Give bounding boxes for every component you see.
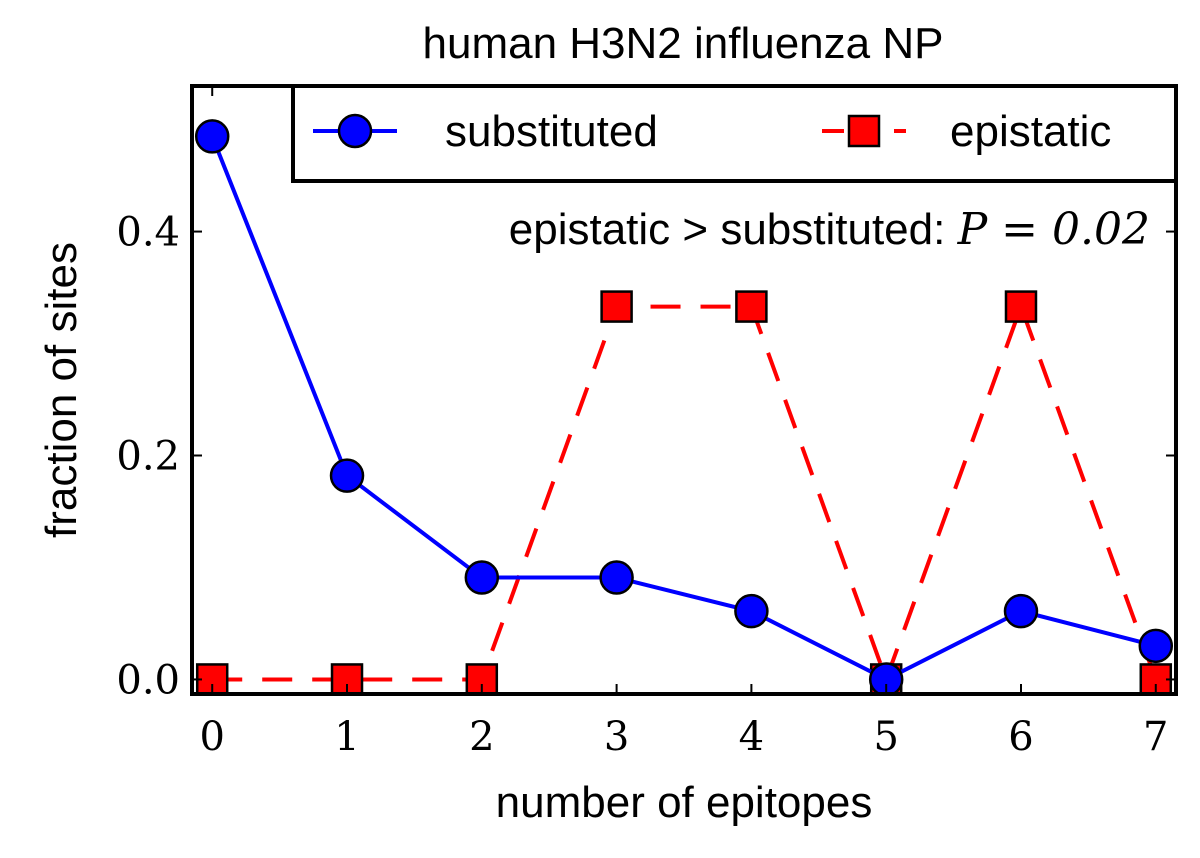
data-point-epistatic bbox=[1006, 292, 1036, 322]
data-point-epistatic bbox=[736, 292, 766, 322]
legend-marker bbox=[339, 115, 371, 147]
data-point-substituted bbox=[1140, 630, 1172, 662]
legend-marker bbox=[849, 116, 879, 146]
data-point-substituted bbox=[1005, 595, 1037, 627]
x-tick-label: 6 bbox=[1008, 714, 1033, 760]
series-epistatic bbox=[197, 292, 1171, 695]
legend-label: substituted bbox=[445, 107, 658, 156]
x-tick-label: 7 bbox=[1143, 714, 1168, 760]
data-point-substituted bbox=[331, 460, 363, 492]
annotation-p-value: P = 0.02 bbox=[957, 204, 1150, 255]
annotation-text: epistatic > substituted: bbox=[509, 205, 958, 254]
annotation-significance: epistatic > substituted: P = 0.02 bbox=[509, 204, 1150, 255]
y-axis-label: fraction of sites bbox=[37, 242, 86, 538]
x-tick-label: 2 bbox=[469, 714, 494, 760]
data-point-epistatic bbox=[602, 292, 632, 322]
data-point-substituted bbox=[466, 562, 498, 594]
y-tick-label: 0.2 bbox=[116, 434, 180, 480]
y-tick-label: 0.4 bbox=[116, 210, 180, 256]
legend: substituted epistatic bbox=[293, 86, 1176, 181]
x-tick-label: 4 bbox=[739, 714, 764, 760]
x-tick-label: 3 bbox=[604, 714, 629, 760]
data-point-substituted bbox=[196, 120, 228, 152]
x-tick-label: 0 bbox=[199, 714, 224, 760]
chart-title: human H3N2 influenza NP bbox=[423, 19, 944, 68]
data-point-substituted bbox=[735, 595, 767, 627]
x-tick-label: 5 bbox=[873, 714, 898, 760]
axis-ticks: 0 1 2 3 4 5 6 7 0.0 0.2 0.4 bbox=[116, 86, 1176, 760]
x-tick-label: 1 bbox=[334, 714, 359, 760]
y-tick-label: 0.0 bbox=[116, 657, 180, 703]
legend-label: epistatic bbox=[950, 107, 1111, 156]
data-point-substituted bbox=[601, 562, 633, 594]
x-axis-label: number of epitopes bbox=[496, 778, 873, 827]
